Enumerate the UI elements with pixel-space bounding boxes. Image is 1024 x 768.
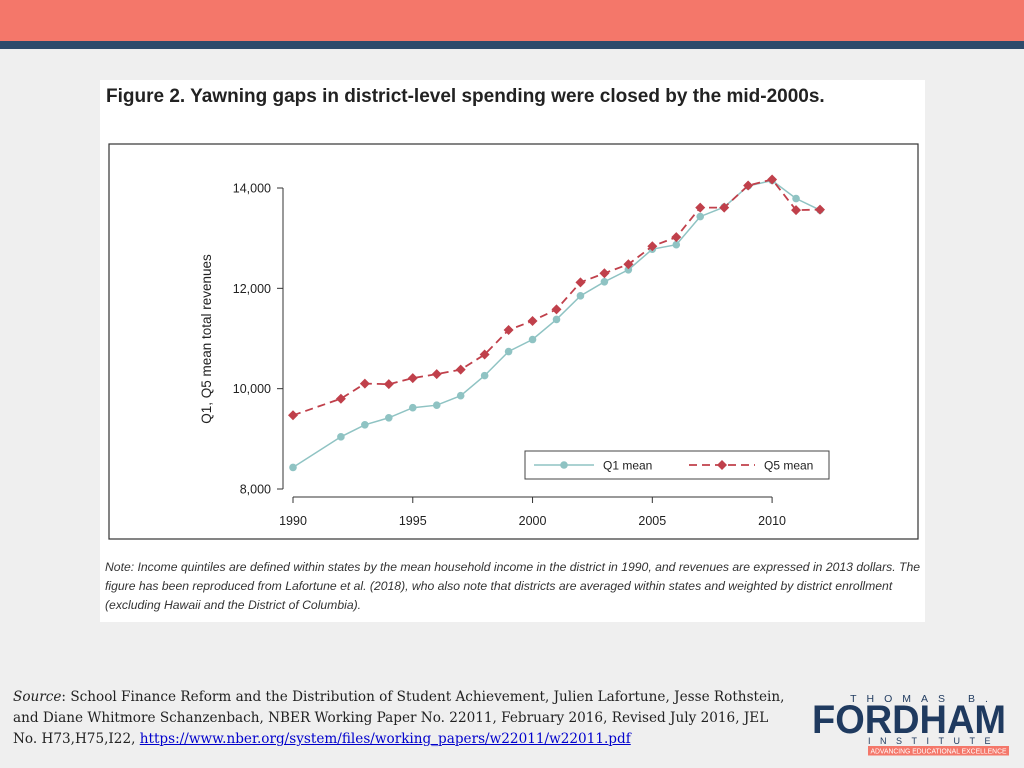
data-point-circle: [337, 433, 345, 441]
source-label: Source: [13, 689, 62, 705]
data-point-circle: [408, 403, 417, 412]
chart: 8,000 10,000 12,000 14,000 1990 1995 2000 2005 2…: [108, 143, 919, 540]
logo-line2: FORDHAM: [812, 698, 1006, 742]
data-point-circle: [289, 463, 297, 472]
y-tick-label: 8,000: [240, 483, 271, 497]
data-point-circle: [504, 347, 513, 356]
data-point-diamond: [815, 204, 825, 215]
legend-marker-circle: [560, 461, 568, 469]
logo-tagline: ADVANCING EDUCATIONAL EXCELLENCE: [871, 749, 1007, 756]
series-line: [292, 178, 821, 417]
data-point-diamond: [695, 202, 706, 213]
data-point-diamond: [479, 349, 490, 360]
data-point-circle: [792, 194, 800, 203]
plot-frame: [108, 143, 919, 540]
source-text: : School Finance Reform and the Distribu…: [13, 689, 785, 747]
data-point-diamond: [599, 268, 610, 279]
data-point-diamond: [383, 379, 394, 390]
data-point-diamond: [671, 232, 682, 243]
figure-title: Figure 2. Yawning gaps in district-level…: [106, 86, 825, 107]
x-tick-label: 2005: [638, 514, 666, 528]
data-point-diamond: [647, 241, 658, 252]
figure-note: Note: Income quintiles are defined withi…: [105, 560, 921, 612]
data-point-diamond: [551, 304, 562, 315]
x-tick-label: 2010: [758, 514, 786, 528]
logo-line3: INSTITUTE: [868, 736, 1000, 746]
data-point-diamond: [335, 393, 346, 404]
legend-label: Q5 mean: [764, 459, 813, 473]
logo-tagline-band: [868, 746, 1009, 756]
legend-label: Q1 mean: [603, 459, 652, 473]
data-point-circle: [361, 420, 369, 429]
data-point-diamond: [455, 364, 466, 375]
x-tick-label: 2000: [519, 514, 547, 528]
data-point-diamond: [575, 277, 586, 288]
data-point-diamond: [719, 202, 730, 213]
x-tick-label: 1995: [399, 514, 427, 528]
logo-line1: THOMAS B.: [850, 693, 998, 705]
data-point-circle: [432, 401, 441, 410]
data-point-diamond: [767, 174, 778, 185]
data-point-diamond: [623, 259, 634, 270]
data-point-diamond: [407, 373, 418, 384]
y-tick-label: 10,000: [233, 382, 271, 396]
data-point-circle: [576, 292, 585, 300]
data-point-diamond: [743, 180, 754, 191]
data-point-circle: [528, 335, 537, 344]
data-point-circle: [672, 240, 681, 249]
data-point-circle: [480, 371, 489, 380]
data-point-circle: [456, 391, 465, 400]
legend-marker-diamond: [717, 460, 727, 470]
data-point-circle: [624, 265, 633, 274]
data-point-diamond: [503, 324, 514, 335]
data-point-circle: [696, 212, 705, 221]
figure-panel: 8,000 10,000 12,000 14,000 1990 1995 2000 2005 2…: [100, 80, 925, 622]
y-axis-title: Q1, Q5 mean total revenues: [199, 254, 214, 424]
data-point-diamond: [527, 315, 538, 326]
header-bar: [0, 0, 1024, 41]
data-point-circle: [552, 315, 561, 324]
x-tick-label: 1990: [279, 514, 307, 528]
series-line: [292, 179, 821, 469]
y-tick-label: 14,000: [233, 182, 271, 196]
y-tick-label: 12,000: [233, 282, 271, 296]
header-stripe: [0, 41, 1024, 49]
data-point-circle: [600, 278, 609, 286]
source-citation: Source: School Finance Reform and the Di…: [13, 687, 793, 750]
fordham-logo: THOMAS B. FORDHAM INSTITUTE ADVANCING ED…: [812, 693, 1009, 756]
data-point-diamond: [288, 410, 298, 421]
data-point-diamond: [791, 205, 802, 216]
data-point-diamond: [359, 378, 370, 389]
data-point-diamond: [431, 369, 442, 380]
data-point-circle: [385, 413, 393, 422]
source-link[interactable]: https://www.nber.org/system/files/workin…: [139, 731, 631, 747]
